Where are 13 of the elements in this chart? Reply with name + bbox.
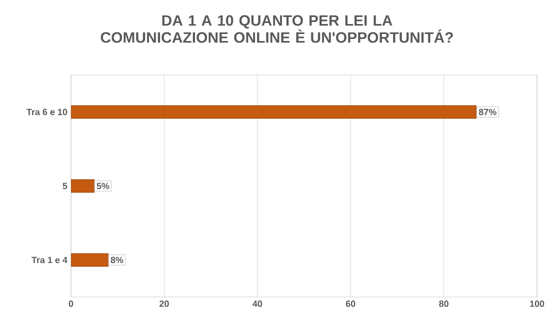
data-label: 8% [110,256,124,264]
x-tick-label: 0 [68,300,74,307]
x-tick-label: 100 [530,300,544,307]
chart-title: DA 1 A 10 QUANTO PER LEI LA COMUNICAZIONE ONLINE È UN'OPPORTUNITÁ? [100,15,453,43]
y-tick-label: Tra 6 e 10 [26,108,68,116]
y-tick-label: Tra 1 e 4 [32,256,68,264]
x-tick-label: 60 [346,300,356,307]
data-label: 5% [96,182,110,190]
x-tick-label: 80 [439,300,448,307]
x-tick-label: 20 [160,300,169,307]
x-tick-label: 40 [252,300,262,307]
y-tick-label: 5 [62,182,68,190]
data-label: 87% [478,108,496,116]
